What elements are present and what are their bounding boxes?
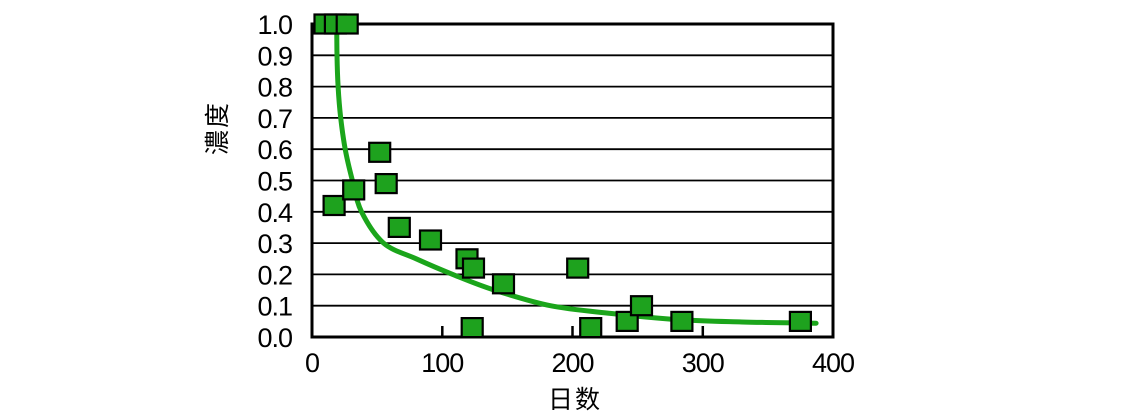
data-point-marker xyxy=(615,310,639,332)
data-point-marker xyxy=(368,141,392,163)
plot-frame xyxy=(310,22,835,339)
y-tick-label: 0.3 xyxy=(257,229,292,259)
y-tick-label: 0.8 xyxy=(257,73,292,103)
x-tick-label: 0 xyxy=(305,348,319,378)
x-tick-label: 300 xyxy=(682,348,724,378)
y-tick-label: 1.0 xyxy=(257,10,292,40)
x-tick-label: 400 xyxy=(812,348,854,378)
data-point-marker xyxy=(387,216,411,238)
x-tick-label: 200 xyxy=(551,348,593,378)
data-point-marker xyxy=(629,295,654,317)
data-point-marker xyxy=(461,257,486,279)
y-tick-label: 0.6 xyxy=(257,135,292,165)
data-point-marker xyxy=(342,179,366,201)
y-axis-title: 濃度 xyxy=(204,100,232,156)
y-tick-label: 0.4 xyxy=(257,198,293,228)
data-point-marker xyxy=(418,229,443,251)
data-point-marker xyxy=(788,310,813,332)
y-tick-label: 0.1 xyxy=(257,292,292,322)
data-point-marker xyxy=(491,273,516,295)
data-point-marker xyxy=(670,310,694,332)
data-point-marker xyxy=(335,13,359,35)
y-tick-label: 0.2 xyxy=(257,260,292,290)
y-tick-label: 0.0 xyxy=(257,323,292,353)
data-point-marker xyxy=(566,257,590,279)
data-point-marker xyxy=(322,194,346,217)
data-point-marker xyxy=(374,173,398,195)
trend-curve xyxy=(334,21,819,326)
y-tick-label: 0.7 xyxy=(257,104,292,134)
x-tick-label: 100 xyxy=(421,348,463,378)
data-point-marker xyxy=(579,317,603,339)
x-axis-title: 日数 xyxy=(547,386,603,414)
y-tick-label: 0.5 xyxy=(257,167,292,197)
y-tick-label: 0.9 xyxy=(257,41,292,71)
data-point-marker xyxy=(460,317,484,339)
